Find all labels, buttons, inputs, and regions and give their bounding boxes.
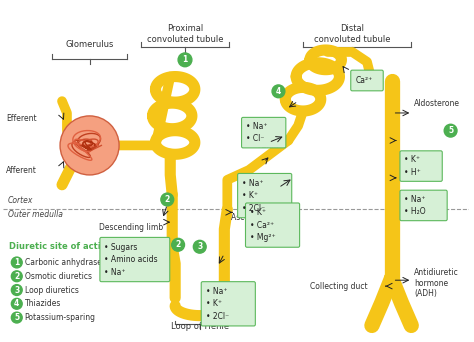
Text: • Na⁺
• K⁺
• 2Cl⁻: • Na⁺ • K⁺ • 2Cl⁻ bbox=[242, 179, 265, 213]
FancyBboxPatch shape bbox=[400, 190, 447, 221]
Circle shape bbox=[272, 85, 285, 98]
Text: • Na⁺
• Cl⁻: • Na⁺ • Cl⁻ bbox=[246, 122, 267, 143]
Text: Outer medulla: Outer medulla bbox=[8, 210, 63, 219]
FancyBboxPatch shape bbox=[242, 117, 286, 148]
Text: • Sugars
• Amino acids
• Na⁺: • Sugars • Amino acids • Na⁺ bbox=[104, 242, 158, 277]
Circle shape bbox=[60, 116, 119, 175]
Text: Afferent: Afferent bbox=[6, 166, 37, 174]
Text: Cortex: Cortex bbox=[8, 196, 33, 206]
Text: 4: 4 bbox=[14, 299, 19, 308]
Circle shape bbox=[193, 240, 206, 253]
FancyBboxPatch shape bbox=[201, 282, 255, 326]
FancyBboxPatch shape bbox=[351, 70, 383, 91]
Text: Renin: Renin bbox=[257, 141, 278, 150]
FancyBboxPatch shape bbox=[246, 203, 300, 247]
Text: 5: 5 bbox=[448, 126, 453, 135]
Text: Proximal
convoluted tubule: Proximal convoluted tubule bbox=[147, 24, 223, 44]
Text: • K⁺
• H⁺: • K⁺ • H⁺ bbox=[404, 155, 421, 177]
Text: 3: 3 bbox=[197, 242, 202, 251]
Text: Glomerulus: Glomerulus bbox=[65, 40, 114, 49]
Text: 2: 2 bbox=[164, 195, 170, 204]
Text: Descending limb: Descending limb bbox=[99, 223, 164, 232]
FancyBboxPatch shape bbox=[400, 151, 442, 181]
Text: Aldosterone: Aldosterone bbox=[414, 99, 460, 108]
Text: Diuretic site of action:: Diuretic site of action: bbox=[9, 242, 116, 251]
Text: Thiazides: Thiazides bbox=[25, 299, 61, 308]
Circle shape bbox=[172, 238, 184, 251]
Text: • Na⁺
• H₂O: • Na⁺ • H₂O bbox=[404, 195, 426, 216]
Circle shape bbox=[444, 124, 457, 137]
Text: Ca²⁺: Ca²⁺ bbox=[355, 76, 373, 85]
Circle shape bbox=[11, 299, 22, 309]
FancyBboxPatch shape bbox=[237, 173, 292, 218]
Text: Loop diuretics: Loop diuretics bbox=[25, 286, 79, 294]
Text: Ascending limb: Ascending limb bbox=[231, 213, 290, 222]
Circle shape bbox=[11, 257, 22, 268]
Text: 1: 1 bbox=[14, 258, 19, 267]
Text: 5: 5 bbox=[14, 313, 19, 322]
Text: 3: 3 bbox=[14, 286, 19, 294]
Text: 2: 2 bbox=[14, 272, 19, 281]
Text: Potassium-sparing: Potassium-sparing bbox=[25, 313, 96, 322]
Circle shape bbox=[11, 271, 22, 282]
Text: Efferent: Efferent bbox=[6, 114, 36, 123]
Text: Osmotic diuretics: Osmotic diuretics bbox=[25, 272, 91, 281]
Text: 1: 1 bbox=[182, 55, 188, 64]
Circle shape bbox=[178, 53, 192, 67]
Circle shape bbox=[11, 285, 22, 295]
Text: • K⁺
• Ca²⁺
• Mg²⁺: • K⁺ • Ca²⁺ • Mg²⁺ bbox=[250, 208, 275, 242]
Text: 4: 4 bbox=[276, 87, 281, 96]
Circle shape bbox=[11, 312, 22, 323]
Text: • Na⁺
• K⁺
• 2Cl⁻: • Na⁺ • K⁺ • 2Cl⁻ bbox=[206, 287, 229, 321]
Text: Collecting duct: Collecting duct bbox=[310, 281, 367, 291]
Text: Antidiuretic
hormone
(ADH): Antidiuretic hormone (ADH) bbox=[414, 268, 459, 298]
Text: Loop of Henle: Loop of Henle bbox=[171, 323, 229, 331]
Text: Distal
convoluted tubule: Distal convoluted tubule bbox=[314, 24, 391, 44]
Circle shape bbox=[161, 193, 173, 206]
Text: 2: 2 bbox=[175, 240, 181, 249]
Text: Carbonic anhydrase inhibitors: Carbonic anhydrase inhibitors bbox=[25, 258, 140, 267]
FancyBboxPatch shape bbox=[100, 237, 170, 282]
